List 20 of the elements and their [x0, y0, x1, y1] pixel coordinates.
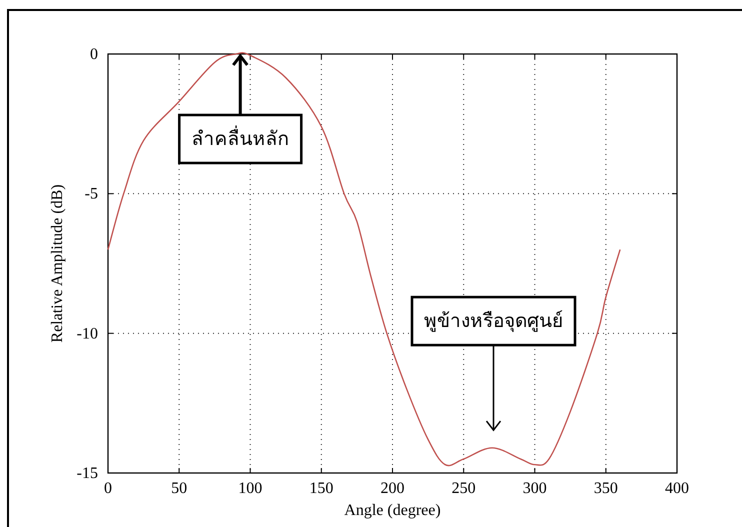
annotation: พูข้างหรือจุดศูนย์: [424, 310, 563, 334]
y-tick-label: -5: [84, 186, 98, 203]
annotation: พูข้างหรือจุดศูนย์: [410, 296, 576, 432]
x-tick-label: 300: [522, 480, 547, 497]
y-axis-title: Relative Amplitude (dB): [49, 184, 66, 343]
x-tick-label: 250: [452, 480, 476, 497]
x-tick-label: 50: [171, 480, 188, 497]
line-series: [107, 53, 621, 466]
x-tick-label: 0: [104, 480, 112, 497]
x-tick-label: 150: [309, 480, 334, 497]
y-tick-label: -15: [76, 465, 98, 482]
x-tick-label: 200: [380, 480, 404, 497]
y-tick-label: 0: [90, 46, 98, 63]
x-tick-label: 100: [238, 480, 262, 497]
x-tick-label: 400: [665, 480, 689, 497]
annotation: ลำคลื่นหลัก: [178, 54, 303, 164]
annotation: ลำคลื่นหลัก: [191, 125, 290, 150]
x-axis-title: Angle (degree): [344, 502, 441, 519]
y-tick-label: -10: [76, 325, 98, 342]
x-tick-label: 350: [594, 480, 618, 497]
